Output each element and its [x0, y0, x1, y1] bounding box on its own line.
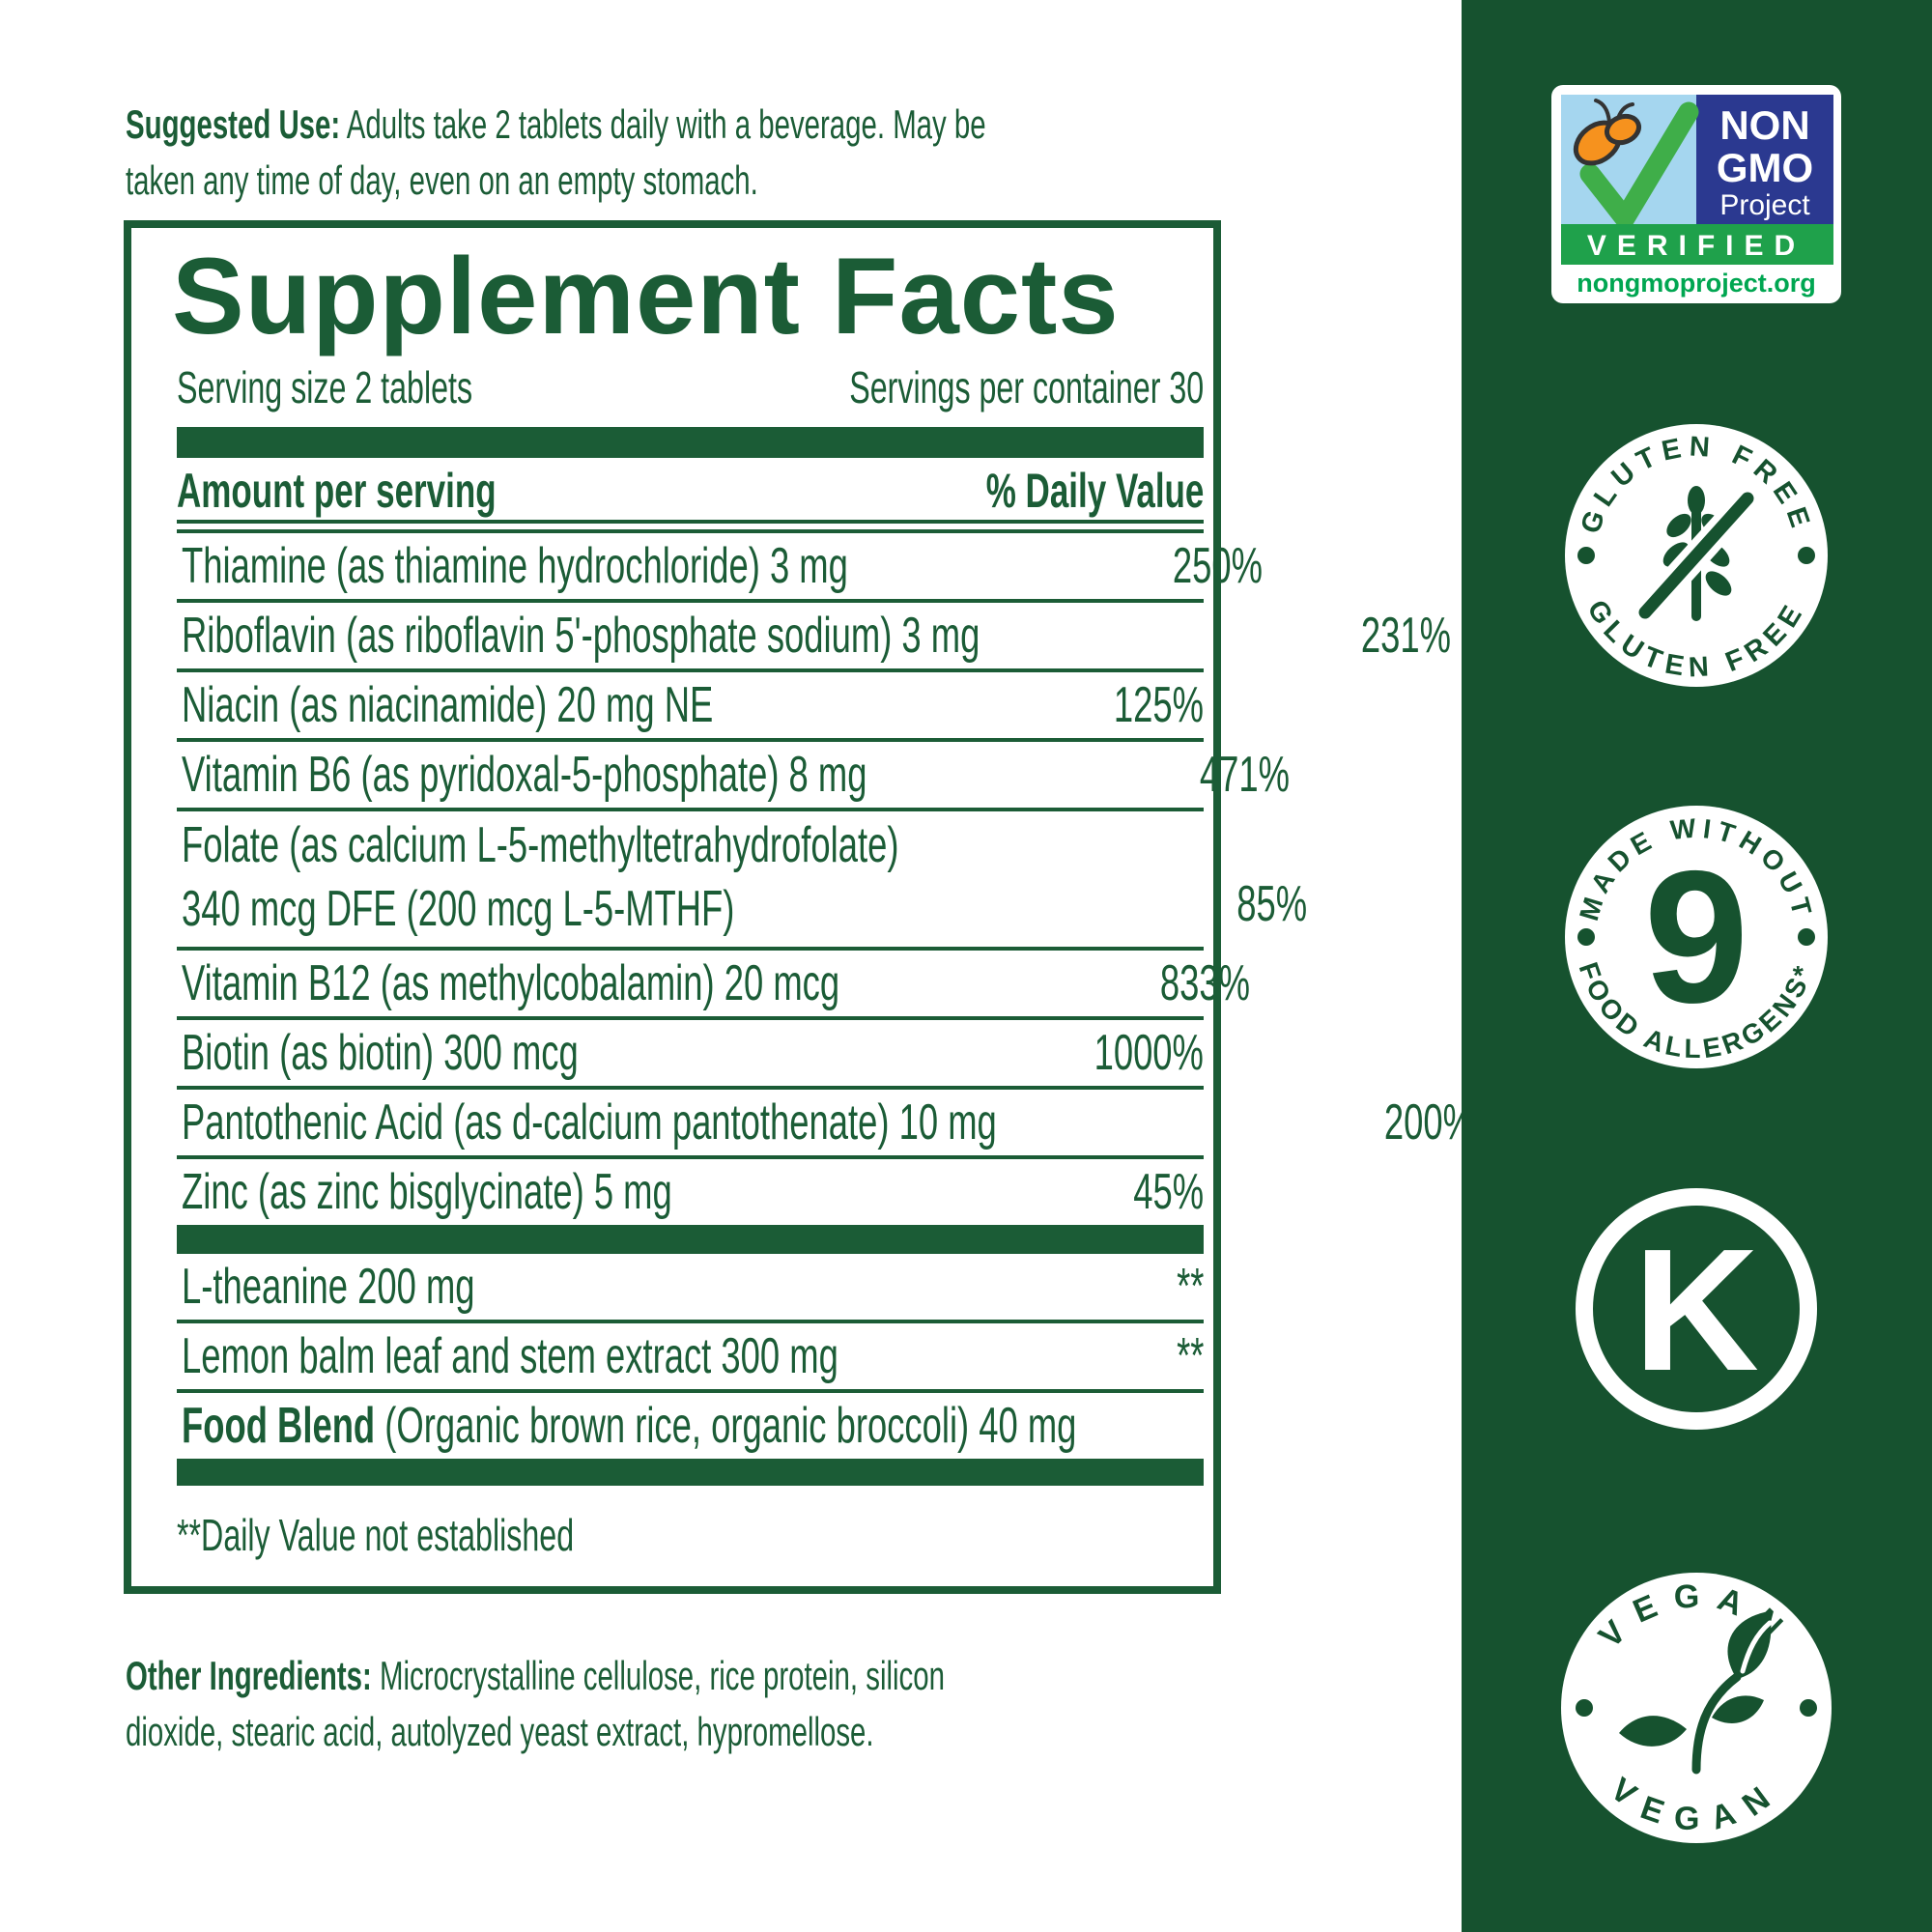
- nutrient-name: Lemon balm leaf and stem extract 300 mg: [182, 1328, 838, 1384]
- suggested-use-line1: Suggested Use: Adults take 2 tablets dai…: [126, 97, 986, 153]
- suggested-use-label: Suggested Use:: [126, 101, 341, 147]
- nutrient-name: Food Blend (Organic brown rice, organic …: [182, 1397, 1076, 1455]
- crossed-wheat-icon: [1631, 485, 1762, 626]
- leaf-sprig-icon: [1619, 1611, 1773, 1775]
- nutrient-name: Zinc (as zinc bisglycinate) 5 mg: [182, 1164, 672, 1220]
- right-dot: [1798, 928, 1815, 946]
- food-blend-rest: (Organic brown rice, organic broccoli) 4…: [375, 1398, 1077, 1454]
- divider-bar-middle: [177, 1225, 1204, 1254]
- table-row-riboflavin: Riboflavin (as riboflavin 5'-phosphate s…: [177, 603, 1451, 672]
- table-row-thiamine: Thiamine (as thiamine hydrochloride) 3 m…: [177, 533, 1263, 603]
- nongmo-text-project: Project: [1719, 189, 1810, 221]
- table-row-vitamin-b6: Vitamin B6 (as pyridoxal-5-phosphate) 8 …: [177, 742, 1290, 811]
- vegan-badge: VEGAN VEGAN: [1561, 1573, 1832, 1843]
- nutrient-dv: **: [1176, 1259, 1204, 1315]
- panel-title: Supplement Facts: [172, 236, 1120, 356]
- right-dot: [1798, 547, 1815, 564]
- table-row-l-theanine: L-theanine 200 mg **: [177, 1254, 1204, 1323]
- nutrient-dv: 833%: [1159, 955, 1251, 1011]
- food-blend-label: Food Blend: [182, 1398, 376, 1454]
- left-dot: [1576, 1699, 1593, 1717]
- double-rule: [177, 520, 1204, 533]
- nutrient-dv: 1000%: [1094, 1025, 1204, 1081]
- daily-value-header: % Daily Value: [985, 464, 1204, 518]
- serving-size: Serving size 2 tablets: [177, 362, 473, 412]
- suggested-use-text1: Adults take 2 tablets daily with a bever…: [340, 101, 986, 147]
- nutrient-name: Vitamin B6 (as pyridoxal-5-phosphate) 8 …: [182, 747, 867, 803]
- divider-bar-bottom: [177, 1459, 1204, 1486]
- kosher-letter: K: [1634, 1213, 1759, 1407]
- made-without-9-food-allergens-badge: MADE WITHOUT FOOD ALLERGENS* 9: [1565, 806, 1828, 1068]
- table-row-niacin: Niacin (as niacinamide) 20 mg NE 125%: [177, 672, 1204, 742]
- serving-row: Serving size 2 tablets Servings per cont…: [177, 361, 1204, 413]
- nutrient-dv: 45%: [1133, 1164, 1204, 1220]
- daily-value-footnote: **Daily Value not established: [177, 1510, 575, 1560]
- nutrient-name: Thiamine (as thiamine hydrochloride) 3 m…: [182, 538, 848, 594]
- table-row-vitamin-b12: Vitamin B12 (as methylcobalamin) 20 mcg …: [177, 951, 1250, 1020]
- table-row-lemon-balm: Lemon balm leaf and stem extract 300 mg …: [177, 1323, 1204, 1393]
- other-ingredients-line2: dioxide, stearic acid, autolyzed yeast e…: [126, 1709, 874, 1754]
- other-ingredients-label: Other Ingredients:: [126, 1653, 372, 1698]
- kosher-badge: K: [1576, 1188, 1817, 1430]
- right-dot: [1800, 1699, 1817, 1717]
- left-dot: [1577, 928, 1595, 946]
- table-row-biotin: Biotin (as biotin) 300 mcg 1000%: [177, 1020, 1204, 1090]
- column-header-row: Amount per serving % Daily Value: [177, 462, 1204, 520]
- nutrient-dv: 231%: [1360, 608, 1451, 664]
- gluten-free-badge: GLUTEN FREE GLUTEN FREE: [1565, 424, 1828, 687]
- table-row-food-blend: Food Blend (Organic brown rice, organic …: [177, 1393, 1499, 1459]
- servings-per-container: Servings per container 30: [849, 362, 1204, 412]
- nutrient-name: L-theanine 200 mg: [182, 1259, 475, 1315]
- nutrient-dv: 200%: [1384, 1094, 1475, 1151]
- nutrient-name: Pantothenic Acid (as d-calcium pantothen…: [182, 1094, 997, 1151]
- suggested-use-line2: taken any time of day, even on an empty …: [126, 157, 758, 203]
- divider-bar-top: [177, 427, 1204, 458]
- kosher-ring: [1576, 1188, 1817, 1430]
- allergens-number: 9: [1644, 832, 1748, 1042]
- verified-band: [1561, 224, 1833, 265]
- nutrient-dv: 250%: [1172, 538, 1263, 594]
- nutrient-name: Riboflavin (as riboflavin 5'-phosphate s…: [182, 608, 980, 664]
- nongmo-navy-panel: [1696, 95, 1833, 224]
- nutrient-name: Folate (as calcium L-5-methyltetrahydrof…: [182, 813, 898, 947]
- folate-line2: 340 mcg DFE (200 mcg L-5-MTHF): [182, 881, 735, 937]
- table-row-folate: Folate (as calcium L-5-methyltetrahydrof…: [177, 811, 1307, 951]
- amount-header: Amount per serving: [177, 464, 497, 518]
- suggested-use: Suggested Use: Adults take 2 tablets dai…: [126, 97, 1354, 209]
- nutrient-name: Biotin (as biotin) 300 mcg: [182, 1025, 579, 1081]
- nutrient-dv: 471%: [1199, 747, 1290, 803]
- other-ingredients-text1: Microcrystalline cellulose, rice protein…: [371, 1653, 945, 1698]
- nongmo-text-gmo: GMO: [1717, 145, 1813, 190]
- nutrient-dv: 125%: [1113, 677, 1204, 733]
- supplement-facts-panel: Supplement Facts Serving size 2 tablets …: [124, 220, 1499, 1594]
- other-ingredients: Other Ingredients: Microcrystalline cell…: [126, 1648, 1295, 1760]
- nutrient-name: Vitamin B12 (as methylcobalamin) 20 mcg: [182, 955, 840, 1011]
- nongmo-url: nongmoproject.org: [1577, 269, 1815, 298]
- verified-text: VERIFIED: [1587, 230, 1805, 262]
- nutrient-dv: **: [1176, 1328, 1204, 1384]
- other-ingredients-line1: Other Ingredients: Microcrystalline cell…: [126, 1648, 945, 1704]
- checkmark-icon: [1579, 101, 1699, 229]
- left-dot: [1577, 547, 1595, 564]
- non-gmo-project-verified-badge: NON GMO Project VERIFIED nongmoproject.o…: [1551, 85, 1841, 303]
- nutrient-dv: 85%: [1236, 876, 1307, 932]
- butterfly-icon: [1573, 99, 1641, 166]
- nutrient-name: Niacin (as niacinamide) 20 mg NE: [182, 677, 714, 733]
- table-row-pantothenic-acid: Pantothenic Acid (as d-calcium pantothen…: [177, 1090, 1474, 1159]
- table-row-zinc: Zinc (as zinc bisglycinate) 5 mg 45%: [177, 1159, 1204, 1225]
- folate-line1: Folate (as calcium L-5-methyltetrahydrof…: [182, 817, 899, 873]
- nongmo-text-non: NON: [1719, 102, 1809, 148]
